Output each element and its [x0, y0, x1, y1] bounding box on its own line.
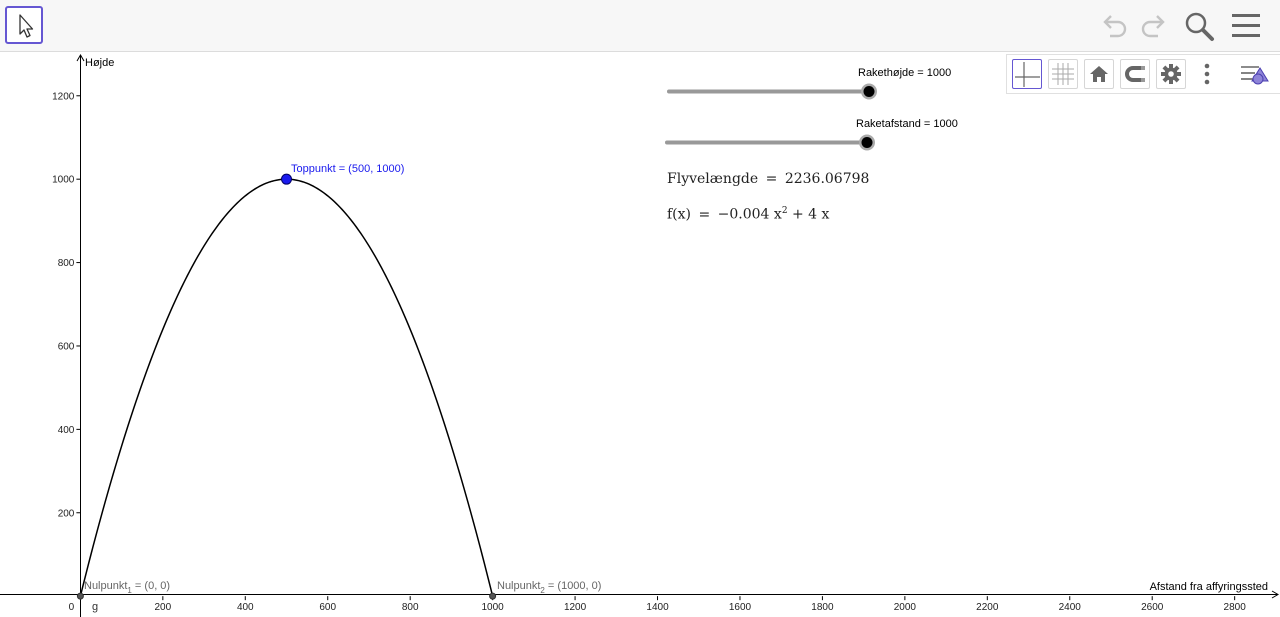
- function-exponent: 2: [781, 206, 788, 216]
- settings-button[interactable]: [1156, 59, 1186, 89]
- grid-toggle-button[interactable]: [1048, 59, 1078, 89]
- graphics-style-bar: [1006, 54, 1280, 94]
- x-tick-label: 2200: [976, 602, 999, 613]
- y-axis-arrow: [76, 54, 85, 62]
- flight-length-value: 2236.06798: [784, 171, 870, 187]
- move-tool-icon: [19, 14, 34, 38]
- y-tick-label: 600: [58, 341, 75, 352]
- x-tick-label: 2800: [1224, 602, 1247, 613]
- axes-icon: [1015, 62, 1040, 87]
- more-icon: [1204, 63, 1210, 85]
- snapping-button[interactable]: [1120, 59, 1150, 89]
- function-rest: + 4 x: [792, 206, 830, 223]
- home-icon: [1090, 66, 1108, 82]
- zero-point-1-label: Nulpunkt1 = (0, 0): [84, 580, 170, 595]
- slider-raketafstand[interactable]: Raketafstand = 1000: [665, 118, 958, 151]
- home-button[interactable]: [1084, 59, 1114, 89]
- top-toolbar: [0, 0, 1280, 52]
- x-tick-label: 200: [154, 602, 171, 613]
- y-tick-label: 200: [58, 508, 75, 519]
- x-tick-label: 1600: [729, 602, 752, 613]
- x-tick-label: 0: [69, 602, 75, 613]
- redo-icon[interactable]: [1138, 12, 1168, 42]
- menu-icon[interactable]: [1231, 11, 1261, 41]
- y-axis-ticks: 200 400 600 800 1000 1200: [52, 91, 81, 519]
- y-tick-label: 800: [58, 258, 75, 269]
- flight-length-name: Flyvelængde: [667, 171, 759, 187]
- x-tick-label: 1000: [481, 602, 504, 613]
- zero-point-2-label: Nulpunkt2 = (1000, 0): [497, 580, 601, 595]
- y-tick-label: 400: [58, 425, 75, 436]
- vertex-label: Toppunkt = (500, 1000): [291, 163, 404, 175]
- grid-icon: [1052, 63, 1074, 85]
- flight-length-text[interactable]: Flyvelængde = 2236.06798: [667, 171, 869, 187]
- slider-raketafstand-label: Raketafstand = 1000: [856, 118, 958, 130]
- x-tick-label: 800: [402, 602, 419, 613]
- x-axis-arrow: [1271, 590, 1279, 599]
- function-definition-text[interactable]: f(x) = −0.004 x2 + 4 x: [667, 206, 829, 223]
- undo-icon[interactable]: [1100, 12, 1130, 42]
- slider-rakethojde-knob[interactable]: [863, 86, 875, 97]
- style-bar-toggle-button[interactable]: [1237, 59, 1273, 89]
- magnet-icon: [1125, 66, 1145, 82]
- x-tick-label: 1200: [564, 602, 587, 613]
- function-coef: −0.004 x: [717, 206, 782, 223]
- x-tick-label: 2400: [1059, 602, 1082, 613]
- axes-toggle-button[interactable]: [1012, 59, 1042, 89]
- y-axis-label: Højde: [85, 57, 114, 69]
- x-tick-label: 2000: [894, 602, 917, 613]
- slider-rakethojde[interactable]: Rakethøjde = 1000: [667, 67, 951, 100]
- function-eq: =: [698, 206, 711, 223]
- zero-point-1[interactable]: [76, 592, 84, 600]
- search-icon[interactable]: [1183, 10, 1215, 42]
- x-axis-ticks: 0 200 400 600 800 1000 1200 1400 1600 1800 2000 220…: [69, 596, 1247, 613]
- x-axis-label: Afstand fra affyringssted: [1150, 581, 1268, 593]
- x-tick-label: 1400: [646, 602, 669, 613]
- x-tick-label: 2600: [1141, 602, 1164, 613]
- function-label: g: [92, 601, 98, 613]
- slider-raketafstand-knob[interactable]: [861, 137, 873, 148]
- more-options-button[interactable]: [1197, 59, 1217, 89]
- function-lhs: f(x): [667, 206, 692, 223]
- zero-point-2[interactable]: [489, 592, 497, 600]
- x-tick-label: 400: [237, 602, 254, 613]
- x-tick-label: 600: [319, 602, 336, 613]
- slider-rakethojde-label: Rakethøjde = 1000: [858, 67, 951, 79]
- gear-icon: [1161, 64, 1181, 84]
- y-tick-label: 1000: [52, 175, 75, 186]
- vertex-point[interactable]: [281, 173, 293, 185]
- x-tick-label: 1800: [811, 602, 834, 613]
- flight-length-eq: =: [765, 171, 778, 187]
- move-tool-button[interactable]: [5, 6, 43, 44]
- y-tick-label: 1200: [52, 91, 75, 102]
- style-bar-icon: [1241, 66, 1269, 85]
- parabola-curve[interactable]: [79, 178, 494, 597]
